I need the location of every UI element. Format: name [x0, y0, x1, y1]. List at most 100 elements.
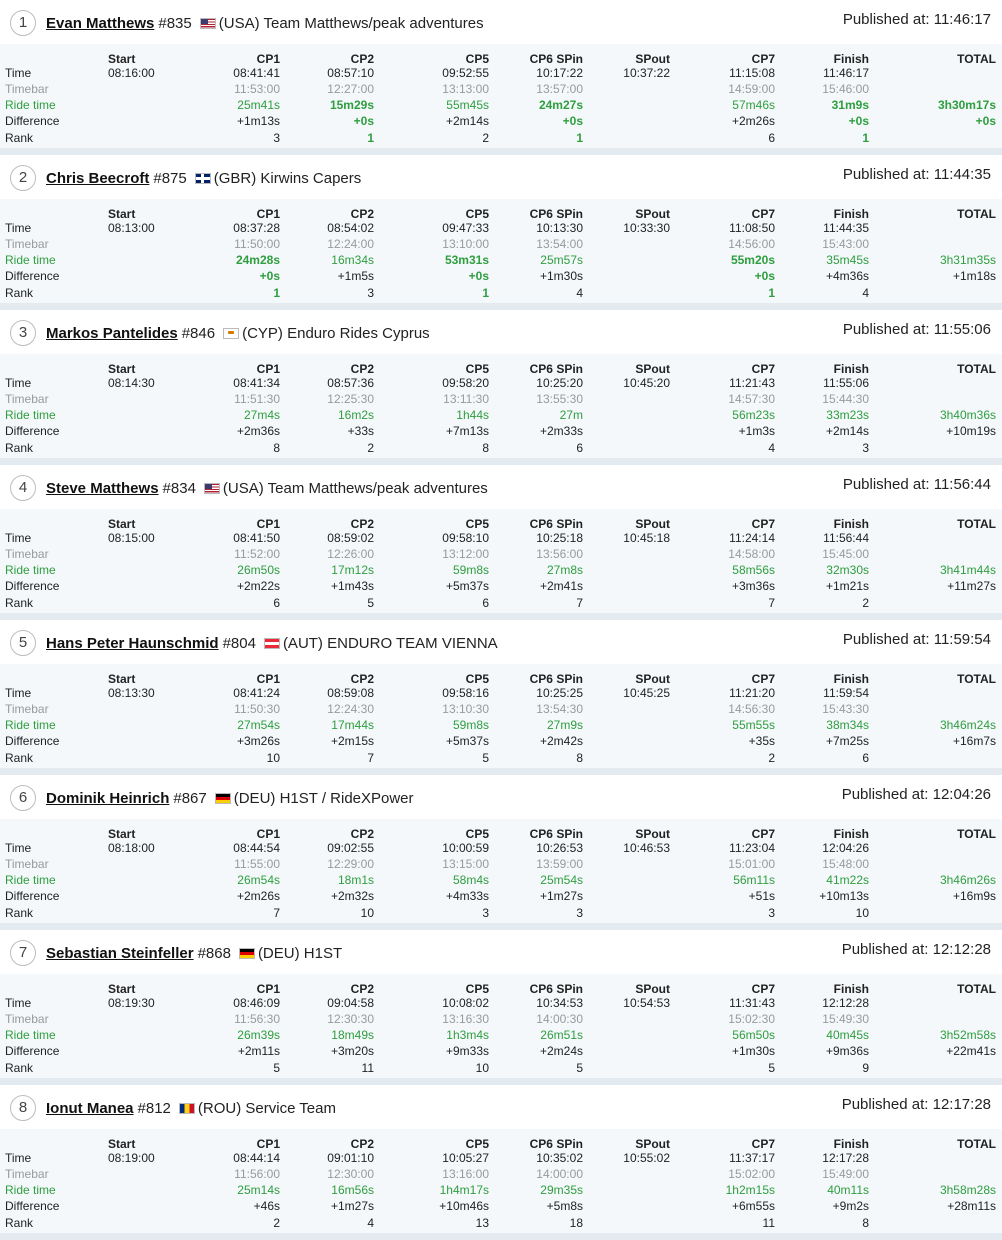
published-time: 12:04:26 [932, 786, 991, 803]
rank-cell: 1 [273, 286, 280, 300]
ride-time-cell: 56m23s [732, 408, 775, 422]
published-at: Published at: 11:56:44 [843, 476, 991, 493]
timebar-cell: 12:24:00 [327, 237, 374, 251]
difference-cell: +9m33s [445, 1044, 489, 1058]
card-divider [0, 1233, 1002, 1240]
timebar-cell: 13:56:00 [536, 547, 583, 561]
rank-cell: 6 [482, 596, 489, 610]
ride-time-cell: 24m27s [538, 98, 583, 112]
row-label-timebar: Timebar [5, 702, 49, 716]
ride-time-cell: 16m34s [331, 253, 374, 267]
published-label: Published at: [841, 786, 929, 803]
timebar-cell: 13:13:00 [442, 82, 489, 96]
column-header: SPout [635, 517, 670, 531]
difference-cell: +7m13s [445, 424, 489, 438]
time-cell: 10:46:53 [623, 841, 670, 855]
difference-cell: +22m41s [946, 1044, 996, 1058]
row-label-rank: Rank [5, 131, 34, 145]
team-name: Team Matthews/peak adventures [263, 15, 484, 32]
bib-number: #868 [197, 945, 231, 962]
difference-cell: +16m9s [952, 889, 996, 903]
timebar-cell: 13:15:00 [442, 857, 489, 871]
ride-time-cell: 25m54s [540, 873, 583, 887]
rider-name-link[interactable]: Hans Peter Haunschmid [46, 635, 219, 652]
row-label-timebar: Timebar [5, 237, 49, 251]
split-times-table: Time Timebar Ride time Difference Rank Start 0… [0, 44, 1002, 148]
rank-cell: 7 [367, 751, 374, 765]
published-time: 11:59:54 [933, 631, 991, 648]
rank-cell: 13 [475, 1216, 489, 1230]
timebar-cell: 15:01:00 [728, 857, 775, 871]
row-label-rank: Rank [5, 1061, 34, 1075]
column-header: Finish [833, 827, 869, 841]
difference-cell: +0s [848, 114, 869, 128]
time-cell: 08:41:50 [233, 531, 280, 545]
position-badge: 5 [10, 630, 36, 656]
difference-cell: +4m36s [825, 269, 869, 283]
timebar-cell: 14:57:30 [728, 392, 775, 406]
ride-time-cell: 58m56s [732, 563, 775, 577]
timebar-cell: 13:16:00 [442, 1167, 489, 1181]
column-header: CP2 [350, 362, 374, 376]
column-header: CP7 [751, 52, 775, 66]
ride-time-cell: 26m39s [237, 1028, 280, 1042]
start-time: 08:19:30 [108, 996, 155, 1010]
ride-time-cell: 3h46m24s [939, 718, 996, 732]
rank-cell: 5 [482, 751, 489, 765]
time-cell: 10:34:53 [536, 996, 583, 1010]
time-cell: 08:57:10 [327, 66, 374, 80]
rider-line: Dominik Heinrich #867 (DEU) H1ST / RideXPo… [46, 790, 414, 807]
difference-cell: +1m27s [539, 889, 583, 903]
time-cell: 09:01:10 [327, 1151, 374, 1165]
timebar-cell: 14:56:30 [728, 702, 775, 716]
rider-name-link[interactable]: Evan Matthews [46, 15, 155, 32]
rider-name-link[interactable]: Chris Beecroft [46, 170, 150, 187]
row-label-time: Time [5, 1151, 32, 1165]
rider-name-link[interactable]: Steve Matthews [46, 480, 159, 497]
rank-cell: 18 [569, 1216, 583, 1230]
country-code: (DEU) [257, 945, 300, 962]
difference-cell: +2m24s [539, 1044, 583, 1058]
card-divider [0, 923, 1002, 930]
result-card: 3 Markos Pantelides #846 (CYP) Enduro Rides… [0, 310, 1002, 465]
rank-cell: 1 [768, 286, 775, 300]
ride-time-cell: 1h2m15s [725, 1183, 775, 1197]
time-cell: 08:46:09 [233, 996, 280, 1010]
start-time: 08:13:30 [108, 686, 155, 700]
rank-cell: 1 [367, 131, 374, 145]
position-badge: 4 [10, 475, 36, 501]
time-cell: 11:31:43 [729, 996, 775, 1010]
card-divider [0, 613, 1002, 620]
rider-line: Hans Peter Haunschmid #804 (AUT) ENDURO TE… [46, 635, 498, 652]
time-cell: 09:58:20 [442, 376, 489, 390]
column-header: CP7 [751, 1137, 775, 1151]
column-header: SPout [635, 52, 670, 66]
column-header: CP1 [256, 827, 280, 841]
timebar-cell: 13:11:30 [443, 392, 489, 406]
difference-cell: +11m27s [947, 579, 996, 593]
rider-name-link[interactable]: Markos Pantelides [46, 325, 178, 342]
timebar-cell: 15:48:00 [822, 857, 869, 871]
row-label-difference: Difference [5, 424, 60, 438]
flag-icon [194, 173, 211, 184]
difference-cell: +9m2s [832, 1199, 869, 1213]
time-cell: 10:45:20 [623, 376, 670, 390]
time-cell: 12:17:28 [822, 1151, 869, 1165]
timebar-cell: 15:49:00 [822, 1167, 869, 1181]
difference-cell: +5m37s [445, 734, 489, 748]
rank-cell: 8 [273, 441, 280, 455]
rank-cell: 4 [862, 286, 869, 300]
rider-name-link[interactable]: Sebastian Steinfeller [46, 945, 194, 962]
rank-cell: 10 [475, 1061, 489, 1075]
country-code: (GBR) [213, 170, 257, 187]
ride-time-cell: 27m8s [546, 563, 583, 577]
column-header: Start [108, 982, 136, 996]
bib-number: #812 [137, 1100, 171, 1117]
bib-number: #867 [173, 790, 207, 807]
difference-cell: +28m11s [947, 1199, 996, 1213]
column-header: TOTAL [957, 982, 996, 996]
rider-name-link[interactable]: Ionut Manea [46, 1100, 134, 1117]
timebar-cell: 11:50:00 [234, 237, 280, 251]
published-time: 11:46:17 [933, 11, 991, 28]
rider-name-link[interactable]: Dominik Heinrich [46, 790, 170, 807]
